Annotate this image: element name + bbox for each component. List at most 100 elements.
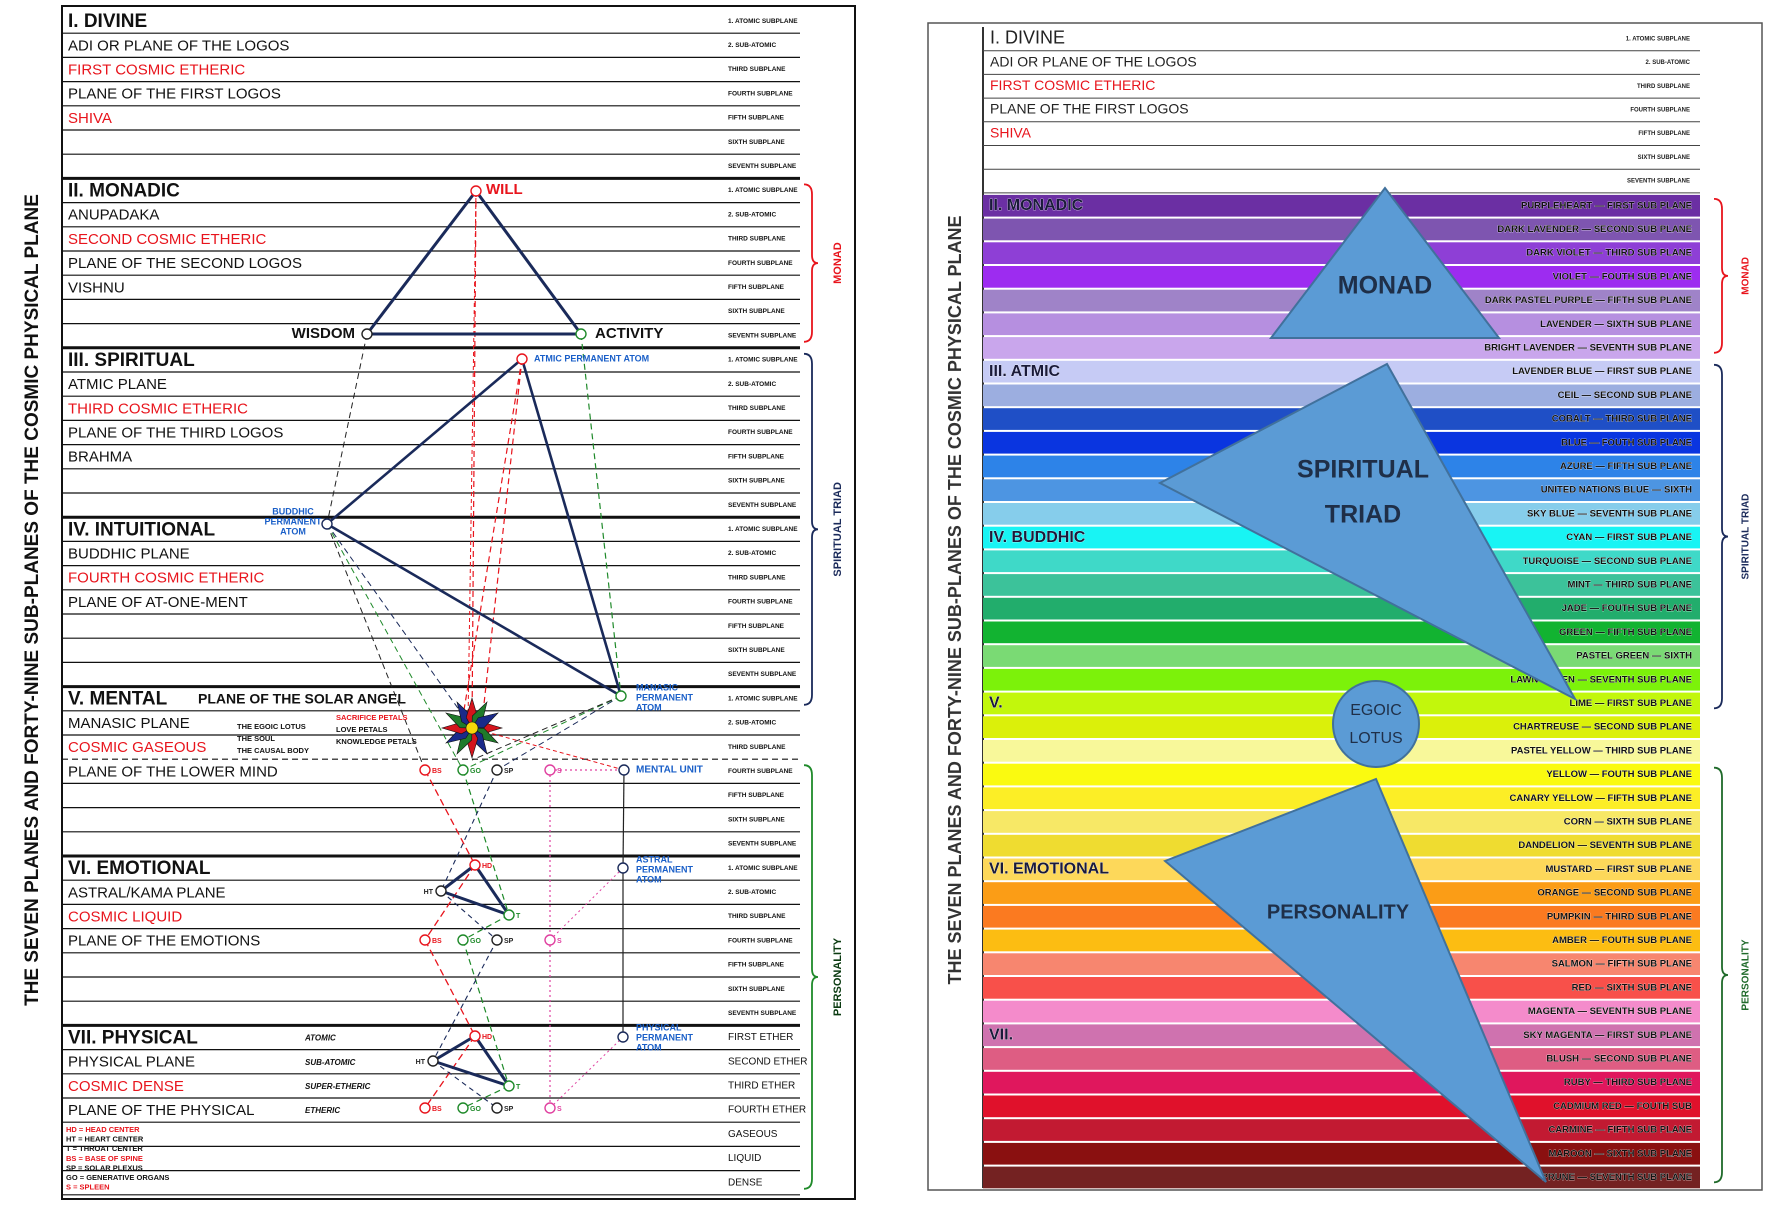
band-label: RUBY — THIRD SUB PLANE: [1564, 1077, 1692, 1088]
band-label: VIOLET — FOUTH SUB PLANE: [1553, 271, 1692, 282]
subplane-label: DENSE: [728, 1177, 763, 1188]
color-band: [983, 1166, 1700, 1189]
bracket: [1713, 766, 1729, 1184]
plane-row-label: BRAHMA: [68, 449, 132, 466]
atom-label: MANASIC: [636, 682, 678, 692]
plane-row-label: THIRD COSMIC ETHERIC: [68, 400, 248, 417]
subplane-label: SEVENTH SUBPLANE: [728, 502, 797, 509]
connector: [473, 1035, 511, 1087]
connector: [440, 890, 498, 941]
side-title: THE SEVEN PLANES AND FORTY-NINE SUB-PLAN…: [945, 215, 965, 984]
center-label: HT: [416, 1059, 426, 1066]
subplane-label: FOURTH SUBPLANE: [1630, 108, 1690, 114]
node: [321, 518, 333, 530]
activity-label: ACTIVITY: [595, 325, 663, 342]
atom-label: ATOM: [636, 1042, 662, 1052]
lotus-label: THE SOUL: [237, 734, 275, 743]
band-label: DARK LAVENDER — SECOND SUB PLANE: [1497, 224, 1692, 235]
connector: [622, 769, 625, 869]
subplane-label: SIXTH SUBPLANE: [1638, 155, 1690, 161]
subplane-label: FOURTH SUBPLANE: [728, 768, 793, 775]
band-label: CADMIUM RED — FOUTH SUB: [1553, 1101, 1692, 1112]
plane-row-label: SHIVA: [68, 110, 112, 127]
center-label: SP: [504, 1106, 514, 1113]
node: [457, 934, 469, 946]
connector: [549, 1036, 624, 1109]
band-label: BRIGHT LAVENDER — SEVENTH SUB PLANE: [1484, 342, 1692, 353]
plane-header: I. DIVINE: [990, 28, 1065, 48]
row-aside: PLANE OF THE SOLAR ANGEL: [198, 690, 406, 706]
plane-row-label: ADI OR PLANE OF THE LOGOS: [990, 53, 1197, 69]
plane-header: V. MENTAL: [68, 689, 168, 710]
color-band: [983, 668, 1700, 691]
connector: [432, 1034, 476, 1063]
plane-header: VI. EMOTIONAL: [989, 861, 1109, 878]
subplane-label: 1. ATOMIC SUBPLANE: [728, 865, 798, 872]
plane-row-label: FOURTH COSMIC ETHERIC: [68, 570, 265, 587]
node: [469, 1030, 481, 1042]
node: [470, 185, 482, 197]
atom-label: MENTAL UNIT: [636, 765, 703, 776]
band-label: CHARTREUSE — SECOND SUB PLANE: [1513, 722, 1692, 733]
node: [544, 1102, 556, 1114]
plane-header: VII.: [989, 1026, 1013, 1043]
node: [469, 859, 481, 871]
overlay-label: TRIAD: [1325, 501, 1401, 529]
atom-label: ATOM: [280, 526, 306, 536]
bracket-label: SPIRITUAL TRIAD: [1741, 494, 1752, 580]
node: [618, 764, 630, 776]
atom-label: ASTRAL: [636, 854, 673, 864]
band-label: LAWN GREEN — SEVENTH SUB PLANE: [1510, 674, 1692, 685]
subplane-label: THIRD SUBPLANE: [728, 744, 786, 751]
row-aside: SUPER-ETHERIC: [305, 1082, 371, 1091]
plane-header: III. ATMIC: [989, 363, 1061, 380]
connector: [432, 1060, 498, 1109]
band-label: TURQUOISE — SECOND SUB PLANE: [1523, 556, 1692, 567]
legend-entry: HD = HEAD CENTER: [66, 1125, 140, 1134]
center-label: S: [557, 768, 562, 775]
connector: [462, 939, 510, 1087]
connector: [365, 190, 478, 335]
atom-label: PERMANENT: [264, 516, 322, 526]
node: [457, 1102, 469, 1114]
band-label: SALMON — FIFTH SUB PLANE: [1552, 959, 1692, 970]
center-label: S: [557, 1106, 562, 1113]
subplane-label: GASEOUS: [728, 1129, 778, 1140]
lotus-label: LOVE PETALS: [336, 725, 388, 734]
connector: [471, 695, 622, 761]
band-label: PURPLEHEART — FIRST SUB PLANE: [1521, 200, 1692, 211]
plane-header: VII. PHYSICAL: [68, 1028, 198, 1049]
lotus-label: THE CAUSAL BODY: [237, 746, 309, 755]
center-label: SP: [504, 938, 514, 945]
color-band: [983, 1024, 1700, 1047]
node: [615, 690, 627, 702]
band-label: MAROON — SIXTH SUB PLANE: [1548, 1148, 1692, 1159]
bracket: [803, 764, 819, 1190]
plane-row-label: MANASIC PLANE: [68, 715, 190, 732]
plane-row-label: PLANE OF AT-ONE-MENT: [68, 594, 248, 611]
band-label: CEIL — SECOND SUB PLANE: [1558, 390, 1692, 401]
subplane-label: FOURTH SUBPLANE: [728, 429, 793, 436]
overlay-label: LOTUS: [1349, 730, 1402, 747]
connector: [462, 769, 510, 916]
node: [419, 764, 431, 776]
plane-row-label: SHIVA: [990, 124, 1032, 140]
plane-header: V.: [989, 695, 1003, 712]
node: [491, 934, 503, 946]
plane-header: III. SPIRITUAL: [68, 350, 195, 371]
plane-row-label: VISHNU: [68, 279, 125, 296]
monad-triangle: [1268, 186, 1502, 339]
plane-row-label: ATMIC PLANE: [68, 376, 167, 393]
subplane-label: THIRD SUBPLANE: [728, 574, 786, 581]
center-label: HD: [482, 1034, 492, 1041]
plane-row-label: PLANE OF THE FIRST LOGOS: [990, 101, 1189, 117]
color-band: [983, 1048, 1700, 1070]
connector: [462, 914, 510, 941]
center-label: GO: [470, 768, 481, 775]
bracket-label: MONAD: [832, 242, 844, 284]
subplane-label: SIXTH SUBPLANE: [728, 986, 785, 993]
band-label: COBALT — THIRD SUB PLANE: [1552, 414, 1692, 425]
plane-row-label: PHYSICAL PLANE: [68, 1054, 195, 1071]
connector: [496, 695, 622, 771]
